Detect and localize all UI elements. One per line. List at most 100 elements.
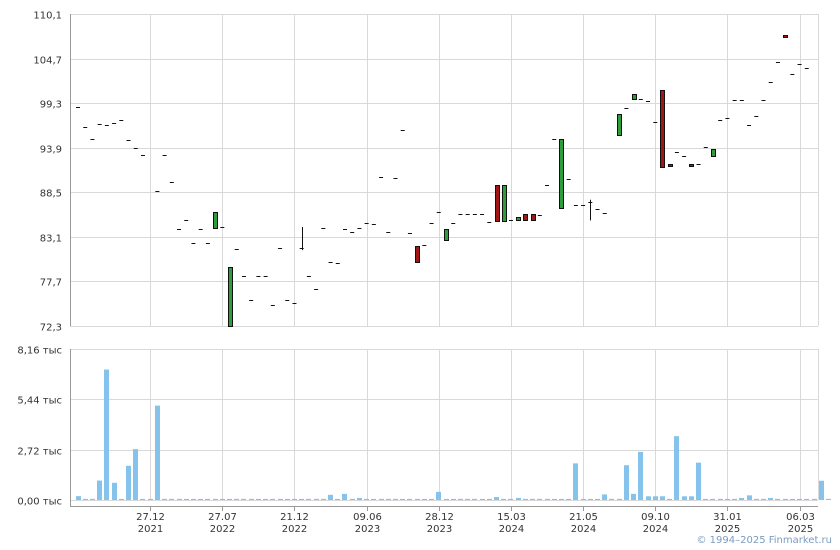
volume-bar [299,498,304,500]
candle-body [228,267,233,327]
volume-bar [559,498,564,500]
volume-bar [638,451,643,500]
volume-bar [703,498,708,500]
volume-bar [350,498,355,500]
volume-bar [573,463,578,500]
volume-bar [754,498,759,500]
volume-bar [386,498,391,500]
volume-bar [725,498,730,500]
candle-body [617,114,622,136]
volume-bar [617,498,622,500]
candle-body [415,246,420,263]
x-tick-label-date: 28.12 [425,512,454,523]
volume-bar [653,496,658,500]
x-tick-label-year: 2025 [715,524,740,535]
volume-bar [790,498,795,500]
volume-bar [602,494,607,500]
volume-bar [631,493,636,500]
volume-bar [292,498,297,500]
copyright-link[interactable]: © 1994–2025 Finmarket.ru [696,535,832,546]
volume-bar [581,498,586,500]
volume-bar [422,498,427,500]
volume-bar [646,496,651,500]
x-tick-label-year: 2024 [571,524,596,535]
volume-bar [364,498,369,500]
volume-bar [783,498,788,500]
volume-bar [177,498,182,500]
candle-body [516,217,521,221]
volume-y-tick-label: 5,44 тыс [17,396,62,407]
price-y-axis: 72,3 77,7 83,1 88,5 93,9 99,3 104,7 110,1 [33,11,62,334]
x-tick-label-date: 09.06 [353,512,382,523]
volume-bar [710,498,715,500]
volume-bar [689,496,694,500]
volume-bar [220,498,225,500]
volume-bar [436,491,441,500]
volume-y-tick-label: 8,16 тыс [17,346,62,357]
candle-body [444,229,449,241]
price-y-tick-label: 83,1 [40,234,62,245]
volume-grid [70,349,819,507]
volume-bar [198,498,203,500]
volume-bar [595,498,600,500]
volume-bar [357,497,362,500]
volume-bar [342,493,347,500]
x-tick-label-year: 2022 [210,524,235,535]
x-tick-label-year: 2021 [138,524,163,535]
volume-bar [162,498,167,500]
volume-bar [812,498,817,500]
volume-bar [155,405,160,500]
volume-bar [667,498,672,500]
volume-bar [739,497,744,500]
volume-bar [191,498,196,500]
volume-series [76,369,831,500]
volume-bar [804,498,809,500]
volume-bar [552,498,557,500]
volume-bar [747,495,752,500]
volume-bar [768,497,773,500]
x-tick-label-date: 21.05 [569,512,598,523]
volume-bar [112,482,117,500]
volume-bar [761,498,766,500]
volume-bar [494,497,499,500]
volume-bar [335,498,340,500]
volume-bar [270,498,275,500]
x-tick-label-date: 21.12 [280,512,309,523]
price-series [76,35,809,327]
x-tick-label-year: 2025 [788,524,813,535]
volume-bar [234,498,239,500]
volume-bar [371,498,376,500]
volume-bar [465,498,470,500]
volume-bar [321,498,326,500]
volume-bar [429,498,434,500]
volume-bar [104,369,109,500]
volume-bar [480,498,485,500]
volume-bar [184,498,189,500]
x-tick-label-date: 06.03 [786,512,815,523]
x-tick-label-year: 2022 [282,524,307,535]
x-tick-label-year: 2024 [643,524,668,535]
volume-bar [826,498,831,500]
volume-bar [545,498,550,500]
x-tick-label-date: 27.07 [208,512,237,523]
price-grid [70,14,819,327]
volume-bar [241,498,246,500]
x-tick-label-year: 2023 [355,524,380,535]
candle-body [213,212,218,229]
x-tick-label-date: 31.01 [713,512,742,523]
volume-bar [285,498,290,500]
volume-bar [674,436,679,500]
x-tick-label-date: 27.12 [136,512,165,523]
volume-bar [119,498,124,500]
candle-body [632,94,637,100]
volume-bar [609,498,614,500]
volume-bar [227,498,232,500]
x-tick-label-date: 15.03 [497,512,526,523]
volume-bar [537,498,542,500]
candle-body [689,164,694,167]
candle-body [783,35,788,38]
volume-bar [516,497,521,500]
price-y-tick-label: 72,3 [40,323,62,334]
candle-body [711,149,716,157]
